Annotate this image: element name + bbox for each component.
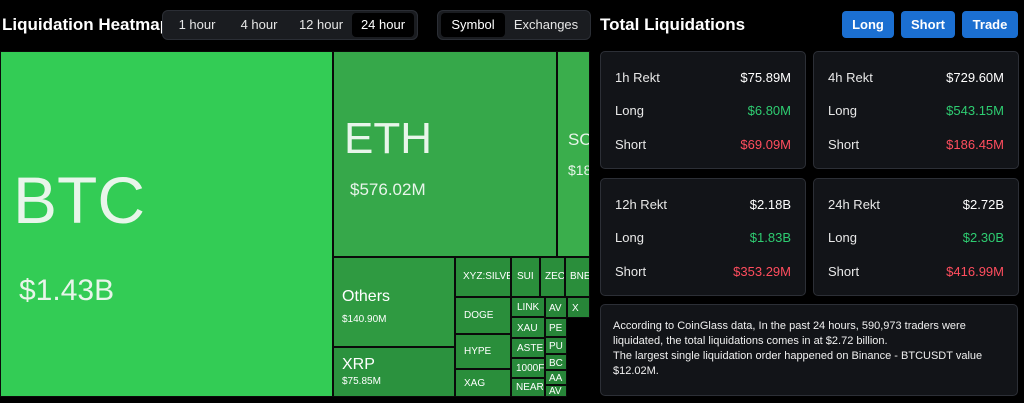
tile-symbol: BC <box>549 358 563 369</box>
treemap-tile-xag[interactable]: XAG <box>455 369 511 397</box>
card-long-value: $2.30B <box>962 230 1004 245</box>
tab-exchanges[interactable]: Exchanges <box>513 17 579 32</box>
card-short-value: $186.45M <box>946 137 1004 152</box>
view-selector: Symbol Exchanges <box>437 10 591 40</box>
tile-symbol: AV <box>549 303 562 314</box>
card-long-label: Long <box>615 230 644 245</box>
treemap-tile-xrp[interactable]: XRP $75.85M <box>333 347 455 397</box>
card-short-value: $416.99M <box>946 264 1004 279</box>
stat-card-1h: 1h Rekt $75.89M Long $6.80M Short $69.09M <box>600 51 806 169</box>
treemap-tile-bc[interactable]: BC <box>545 354 567 370</box>
treemap-tile-x[interactable]: X <box>567 297 590 318</box>
tab-4-hour[interactable]: 4 hour <box>240 17 278 32</box>
tile-symbol: ZEC <box>545 271 565 282</box>
tile-symbol: XAU <box>517 323 538 334</box>
stat-card-24h: 24h Rekt $2.72B Long $2.30B Short $416.99M <box>813 178 1019 296</box>
tile-symbol: DOGE <box>464 310 494 321</box>
summary-line-1: According to CoinGlass data, In the past… <box>613 320 966 347</box>
card-short-label: Short <box>828 264 860 279</box>
card-long-label: Long <box>828 230 857 245</box>
tile-value: $576.02M <box>350 180 426 199</box>
heatmap-title: Liquidation Heatmap <box>2 15 171 34</box>
tab-12-hour[interactable]: 12 hour <box>298 17 344 32</box>
treemap-tile-others[interactable]: Others $140.90M <box>333 257 455 347</box>
card-long-label: Long <box>615 103 644 118</box>
card-long-value: $6.80M <box>747 103 791 118</box>
card-total: $2.18B <box>749 197 791 212</box>
tile-symbol: SOL <box>568 130 589 149</box>
liquidation-treemap: BTC $1.43B ETH $576.02M SOL $18 Others $140.90M… <box>0 51 590 397</box>
trade-button[interactable]: Trade <box>962 11 1018 38</box>
treemap-tile-xyz-silve[interactable]: XYZ:SILVE <box>455 257 511 297</box>
tile-value: $140.90M <box>342 314 387 325</box>
total-liquidations-title: Total Liquidations <box>600 15 746 34</box>
card-period: 1h Rekt <box>615 70 660 85</box>
tile-symbol: AA <box>549 373 563 384</box>
treemap-tile-av[interactable]: AV <box>545 385 567 397</box>
treemap-tile-xau[interactable]: XAU <box>511 317 545 338</box>
tile-symbol: ETH <box>344 114 432 163</box>
stat-card-4h: 4h Rekt $729.60M Long $543.15M Short $186.4… <box>813 51 1019 169</box>
treemap-tile-pu[interactable]: PU <box>545 337 567 354</box>
summary-line-2: The largest single liquidation order hap… <box>613 350 983 377</box>
card-period: 4h Rekt <box>828 70 873 85</box>
tile-symbol: Others <box>342 288 391 305</box>
card-short-label: Short <box>828 137 860 152</box>
tile-symbol: ASTE <box>517 343 544 354</box>
card-total: $75.89M <box>740 70 791 85</box>
tile-value: $1.43B <box>19 274 115 307</box>
short-button[interactable]: Short <box>901 11 955 38</box>
tile-symbol: AV <box>549 386 562 397</box>
treemap-tile-aa[interactable]: AA <box>545 370 567 385</box>
tile-value: $18 <box>568 162 590 178</box>
card-total: $729.60M <box>946 70 1004 85</box>
long-button[interactable]: Long <box>842 11 894 38</box>
card-short-label: Short <box>615 137 647 152</box>
treemap-tile-aste[interactable]: ASTE <box>511 338 545 358</box>
treemap-tile-btc[interactable]: BTC $1.43B <box>0 51 333 397</box>
treemap-tile-av[interactable]: AV <box>545 297 567 318</box>
treemap-tile-sui[interactable]: SUI <box>511 257 540 297</box>
treemap-tile-near[interactable]: NEAR <box>511 378 545 397</box>
tile-symbol: NEAR <box>516 382 544 393</box>
card-long-value: $1.83B <box>749 230 791 245</box>
timeframe-selector: 1 hour 4 hour 12 hour 24 hour <box>162 10 418 40</box>
stat-card-12h: 12h Rekt $2.18B Long $1.83B Short $353.29M <box>600 178 806 296</box>
tab-symbol[interactable]: Symbol <box>441 13 505 37</box>
tile-symbol: XRP <box>342 356 375 373</box>
card-period: 24h Rekt <box>828 197 881 212</box>
tile-symbol: BTC <box>13 163 145 237</box>
card-total: $2.72B <box>962 197 1004 212</box>
treemap-tile-1000f[interactable]: 1000F <box>511 358 545 378</box>
tile-symbol: XYZ:SILVE <box>463 271 511 282</box>
tile-symbol: HYPE <box>464 346 492 357</box>
tile-symbol: PE <box>549 323 563 334</box>
treemap-tile-pe[interactable]: PE <box>545 318 567 337</box>
treemap-tile-zec[interactable]: ZEC <box>540 257 565 297</box>
liquidation-summary: According to CoinGlass data, In the past… <box>600 304 1018 396</box>
tile-symbol: XAG <box>464 378 486 389</box>
treemap-tile-eth[interactable]: ETH $576.02M <box>333 51 557 257</box>
tab-24-hour[interactable]: 24 hour <box>352 13 414 37</box>
card-short-label: Short <box>615 264 647 279</box>
tile-symbol: X <box>572 303 579 314</box>
card-short-value: $69.09M <box>740 137 791 152</box>
card-period: 12h Rekt <box>615 197 668 212</box>
treemap-tile-hype[interactable]: HYPE <box>455 334 511 369</box>
tile-symbol: LINK <box>517 302 540 313</box>
treemap-tile-doge[interactable]: DOGE <box>455 297 511 334</box>
card-short-value: $353.29M <box>733 264 791 279</box>
tab-1-hour[interactable]: 1 hour <box>178 17 216 32</box>
card-long-label: Long <box>828 103 857 118</box>
tile-symbol: SUI <box>517 271 534 282</box>
treemap-tile-link[interactable]: LINK <box>511 297 545 317</box>
tile-value: $75.85M <box>342 376 381 387</box>
treemap-tile-sol[interactable]: SOL $18 <box>557 51 590 257</box>
tile-symbol: 1000F <box>516 363 545 374</box>
treemap-tile-bne[interactable]: BNE <box>565 257 590 297</box>
tile-symbol: PU <box>549 341 563 352</box>
tile-symbol: BNE <box>570 271 590 282</box>
card-long-value: $543.15M <box>946 103 1004 118</box>
